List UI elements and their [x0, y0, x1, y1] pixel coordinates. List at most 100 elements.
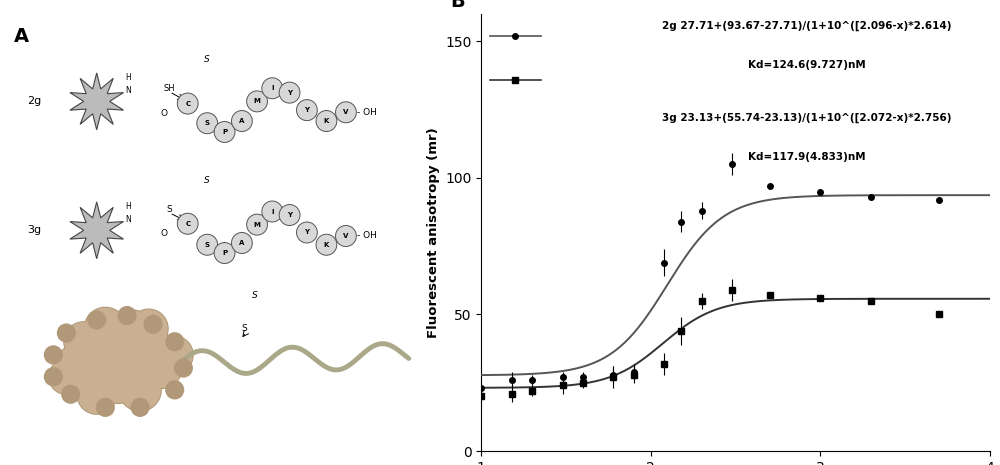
Text: FAM: FAM	[87, 226, 106, 235]
Text: A: A	[239, 240, 245, 246]
Text: N: N	[125, 86, 131, 95]
Circle shape	[96, 398, 115, 417]
Circle shape	[142, 348, 182, 388]
Text: O: O	[160, 229, 167, 238]
Circle shape	[64, 322, 103, 361]
Circle shape	[96, 358, 141, 404]
Circle shape	[262, 201, 283, 222]
Text: S: S	[204, 176, 210, 186]
Circle shape	[117, 306, 137, 325]
Circle shape	[48, 359, 85, 395]
Y-axis label: Fluorescent anisotropy (mr): Fluorescent anisotropy (mr)	[427, 127, 440, 338]
Circle shape	[132, 330, 174, 372]
Text: C: C	[185, 100, 190, 106]
Circle shape	[64, 339, 112, 388]
Circle shape	[56, 345, 94, 383]
Text: S: S	[205, 120, 210, 126]
Text: 2g: 2g	[27, 96, 42, 106]
Circle shape	[316, 234, 337, 255]
Text: Y: Y	[304, 107, 309, 113]
Circle shape	[63, 321, 104, 362]
Circle shape	[63, 339, 113, 389]
Circle shape	[231, 111, 252, 132]
Circle shape	[84, 306, 127, 351]
Circle shape	[262, 78, 283, 99]
Text: Kd=124.6(9.727)nM: Kd=124.6(9.727)nM	[748, 60, 866, 70]
Text: H: H	[125, 202, 131, 211]
Circle shape	[109, 310, 154, 356]
Circle shape	[336, 226, 356, 246]
Circle shape	[130, 309, 168, 348]
Text: S: S	[167, 205, 172, 214]
Circle shape	[144, 315, 163, 334]
Circle shape	[97, 359, 140, 403]
Circle shape	[49, 359, 84, 394]
Circle shape	[76, 373, 117, 415]
Circle shape	[103, 339, 151, 388]
Circle shape	[231, 232, 252, 253]
Text: I: I	[271, 85, 273, 91]
Circle shape	[297, 222, 317, 243]
Text: 2g 27.71+(93.67-27.71)/(1+10^([2.096-x)*2.614): 2g 27.71+(93.67-27.71)/(1+10^([2.096-x)*…	[662, 20, 952, 31]
Text: Y: Y	[287, 90, 292, 96]
Circle shape	[247, 91, 267, 112]
Text: S: S	[241, 324, 247, 333]
Text: S: S	[252, 292, 258, 300]
Circle shape	[87, 323, 132, 369]
Circle shape	[141, 347, 183, 389]
Circle shape	[177, 213, 198, 234]
Text: - OH: - OH	[357, 108, 377, 117]
Text: S: S	[205, 242, 210, 248]
Circle shape	[336, 102, 356, 123]
Circle shape	[108, 309, 155, 357]
Text: P: P	[222, 129, 227, 135]
Text: B: B	[451, 0, 465, 11]
Circle shape	[57, 345, 93, 382]
Circle shape	[316, 111, 337, 132]
Circle shape	[44, 367, 63, 386]
Text: A: A	[14, 27, 29, 46]
Text: S: S	[204, 55, 210, 64]
Text: FAM: FAM	[87, 97, 106, 106]
Circle shape	[156, 336, 194, 374]
Text: I: I	[271, 208, 273, 214]
Text: K: K	[324, 242, 329, 248]
Circle shape	[197, 234, 218, 255]
Circle shape	[177, 93, 198, 114]
Text: SH: SH	[164, 84, 175, 93]
Text: A: A	[239, 118, 245, 124]
Circle shape	[61, 385, 80, 404]
Circle shape	[57, 324, 76, 343]
Text: M: M	[254, 222, 261, 228]
Circle shape	[102, 339, 152, 389]
Text: O: O	[160, 109, 167, 118]
Text: Y: Y	[304, 230, 309, 235]
Text: V: V	[343, 109, 349, 115]
Circle shape	[131, 328, 175, 372]
Text: K: K	[324, 118, 329, 124]
Polygon shape	[70, 202, 123, 259]
Circle shape	[88, 324, 131, 368]
Circle shape	[157, 337, 193, 373]
Text: Y: Y	[287, 212, 292, 218]
Circle shape	[214, 243, 235, 264]
Circle shape	[118, 368, 162, 412]
Text: C: C	[185, 221, 190, 227]
Circle shape	[129, 308, 169, 349]
Circle shape	[44, 345, 63, 365]
Text: V: V	[343, 233, 349, 239]
Text: 3g: 3g	[27, 226, 41, 235]
Circle shape	[87, 310, 106, 330]
Text: - OH: - OH	[357, 232, 377, 240]
Circle shape	[279, 82, 300, 103]
Text: Kd=117.9(4.833)nM: Kd=117.9(4.833)nM	[748, 152, 866, 162]
Circle shape	[297, 100, 317, 120]
Text: H: H	[125, 73, 131, 82]
Circle shape	[165, 380, 184, 399]
Text: N: N	[125, 215, 131, 224]
Circle shape	[214, 121, 235, 142]
Text: M: M	[254, 99, 261, 104]
Text: 3g 23.13+(55.74-23.13)/(1+10^([2.072-x)*2.756): 3g 23.13+(55.74-23.13)/(1+10^([2.072-x)*…	[662, 113, 952, 123]
Circle shape	[119, 369, 161, 411]
Circle shape	[85, 308, 126, 350]
